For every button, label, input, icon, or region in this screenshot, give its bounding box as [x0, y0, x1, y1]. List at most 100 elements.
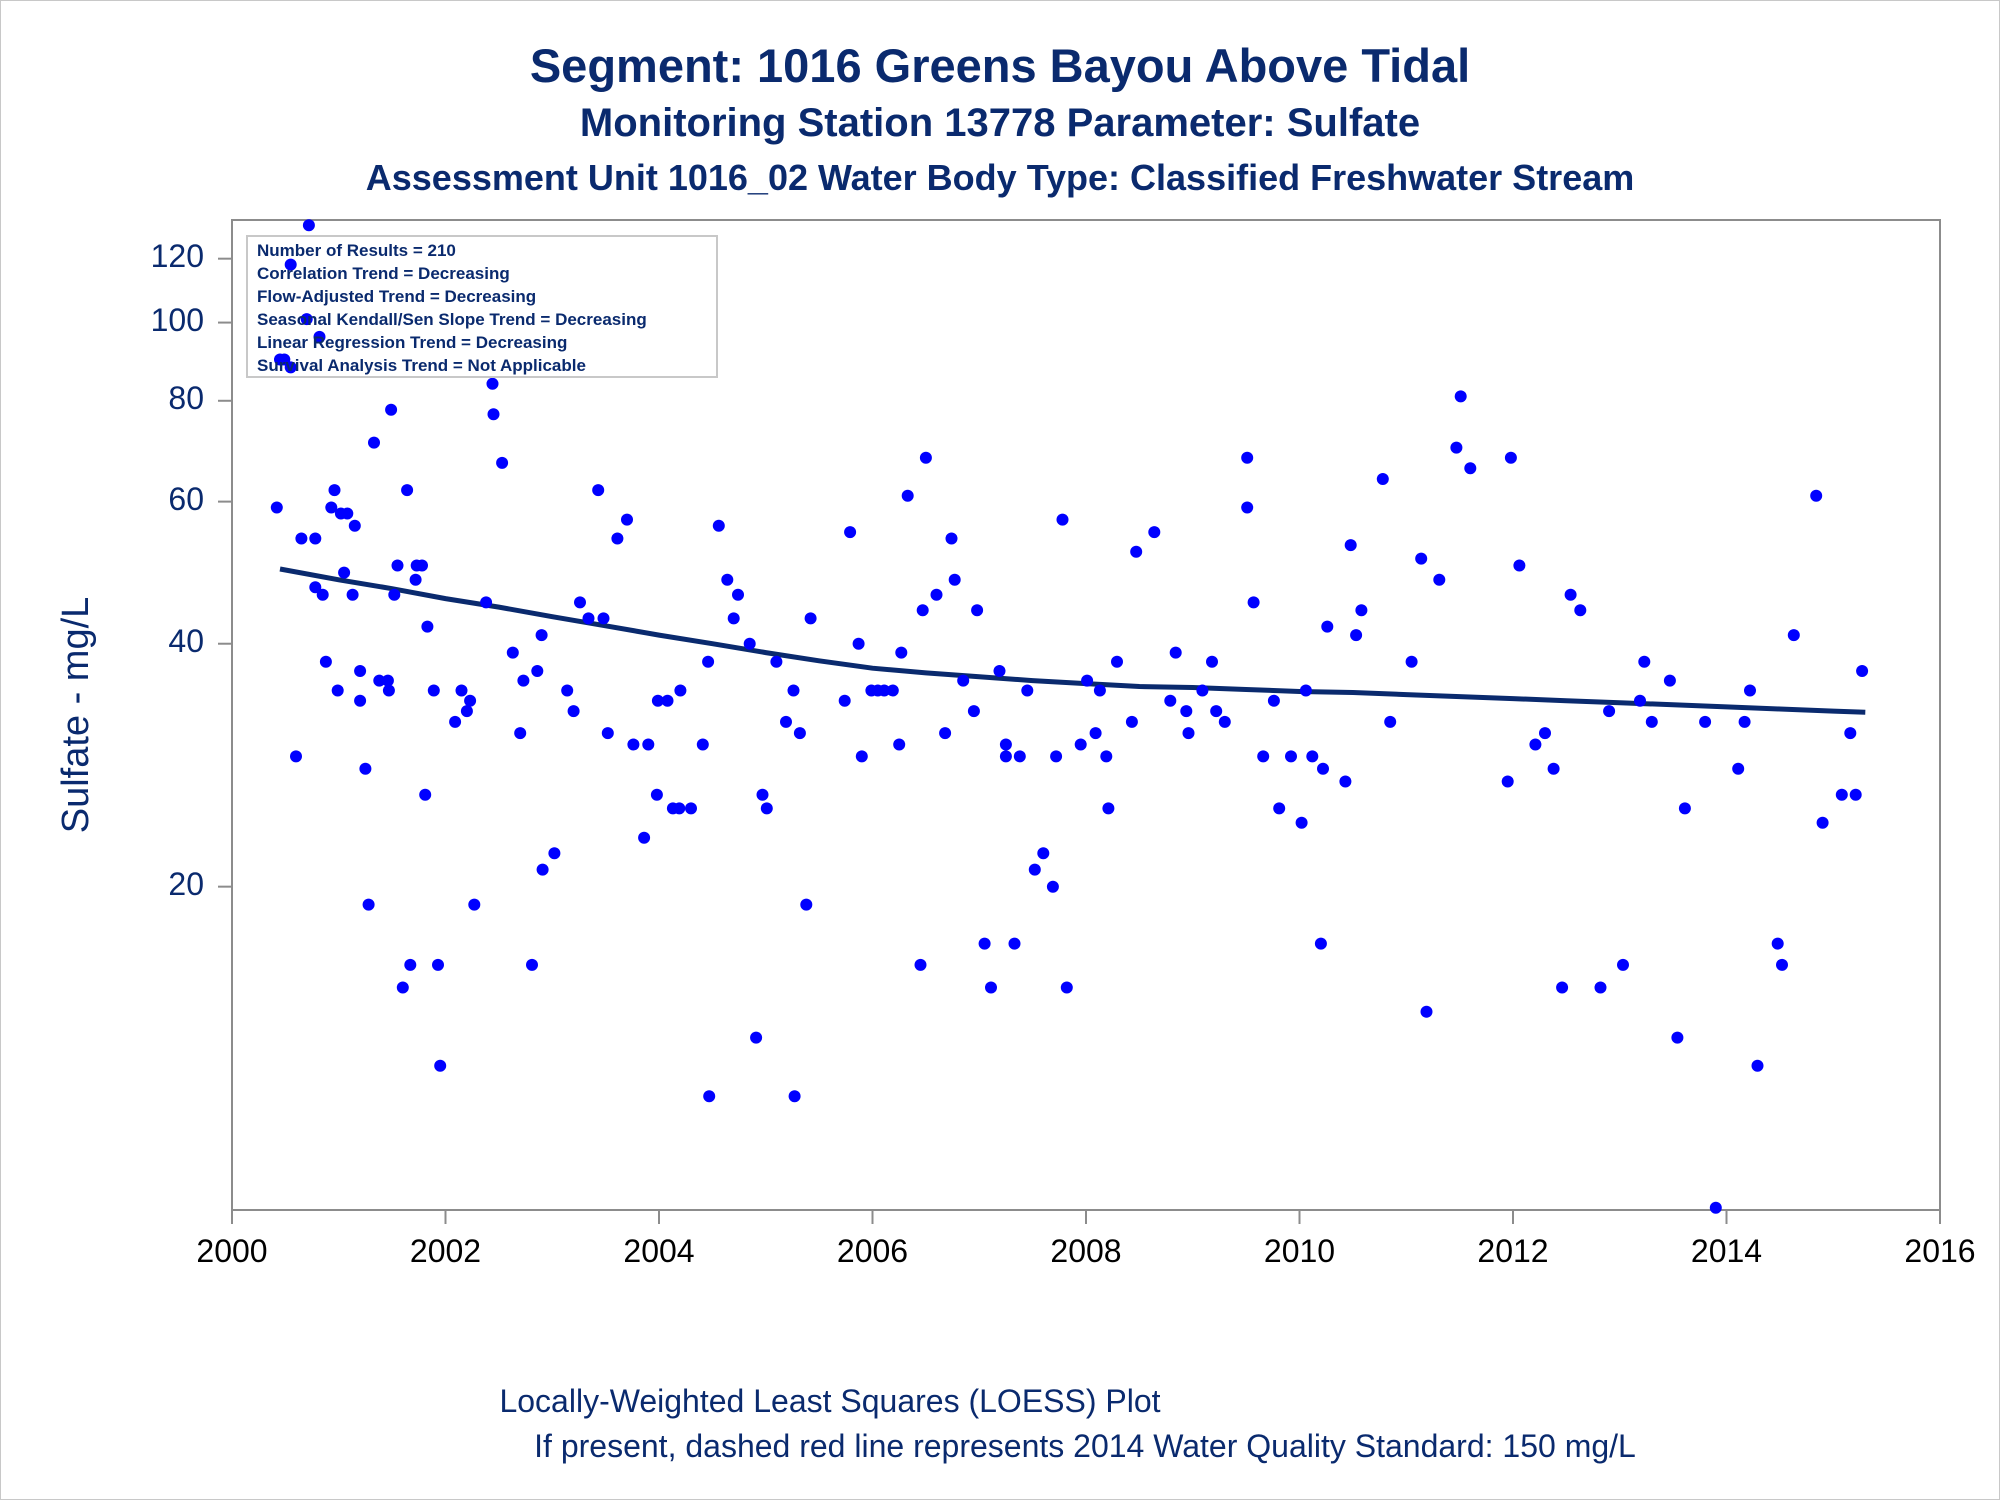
data-point — [325, 501, 338, 514]
data-point — [727, 612, 740, 625]
data-point — [999, 750, 1012, 763]
data-point — [531, 665, 544, 677]
data-point — [354, 694, 367, 707]
data-point — [328, 484, 341, 497]
data-point — [756, 788, 769, 801]
data-point — [1182, 727, 1195, 740]
x-tick-label: 2010 — [1264, 1233, 1335, 1269]
data-point — [1564, 588, 1577, 601]
data-point — [582, 612, 595, 625]
data-point — [685, 802, 697, 815]
data-point — [348, 519, 361, 532]
data-point — [404, 958, 417, 971]
data-point — [1050, 750, 1063, 763]
data-point — [1384, 715, 1397, 728]
data-point — [331, 684, 344, 697]
data-point — [750, 1031, 763, 1044]
data-point — [1241, 501, 1254, 514]
data-point — [838, 694, 851, 707]
data-point — [1450, 441, 1463, 454]
x-axis: 2000 2002 2004 2006 2008 2010 2012 2014 2016 — [196, 1210, 1976, 1269]
data-point — [290, 750, 302, 763]
data-point — [1196, 684, 1209, 697]
data-point — [1180, 705, 1193, 718]
data-point — [855, 750, 868, 763]
data-point — [1501, 775, 1514, 788]
data-point — [419, 788, 432, 801]
data-point — [313, 330, 326, 343]
x-tick-label: 2004 — [623, 1233, 694, 1269]
data-point — [1678, 802, 1691, 815]
data-point — [1771, 937, 1784, 950]
data-point — [449, 715, 462, 728]
data-point — [999, 738, 1012, 751]
data-point — [916, 604, 929, 617]
data-point — [674, 684, 687, 697]
data-point — [1008, 937, 1021, 950]
y-tick-label: 40 — [168, 623, 204, 659]
data-point — [1060, 981, 1073, 994]
data-point — [536, 863, 549, 876]
data-point — [1405, 655, 1418, 668]
data-point — [1663, 674, 1676, 687]
data-point — [434, 1059, 447, 1072]
data-point — [432, 958, 444, 971]
chart-title: Segment: 1016 Greens Bayou Above Tidal — [529, 39, 1471, 92]
data-point — [793, 727, 806, 740]
data-point — [1355, 604, 1368, 617]
data-point — [514, 727, 527, 740]
data-point — [1539, 727, 1551, 740]
stats-line: Flow-Adjusted Trend = Decreasing — [257, 287, 536, 306]
footnote-loess: Locally-Weighted Least Squares (LOESS) P… — [499, 1383, 1161, 1419]
y-tick-label: 120 — [151, 238, 204, 274]
data-point — [1699, 715, 1712, 728]
data-point — [480, 596, 493, 609]
data-point — [621, 513, 633, 526]
data-point — [703, 1090, 716, 1103]
data-point — [901, 489, 914, 502]
data-point — [1081, 674, 1094, 687]
data-point — [1089, 727, 1102, 740]
data-point — [362, 898, 375, 911]
data-point — [284, 258, 297, 271]
data-point — [1111, 655, 1123, 668]
data-point — [1074, 738, 1087, 751]
data-point — [1671, 1031, 1684, 1044]
stats-line: Linear Regression Trend = Decreasing — [257, 333, 567, 352]
data-point — [284, 361, 297, 374]
data-points — [270, 219, 1869, 1214]
data-point — [1513, 559, 1526, 572]
data-point — [967, 705, 980, 718]
data-point — [638, 831, 651, 844]
data-point — [1056, 513, 1069, 526]
data-point — [712, 519, 725, 532]
data-point — [1102, 802, 1115, 815]
data-point — [878, 684, 891, 697]
data-point — [1744, 684, 1756, 697]
data-point — [1844, 727, 1857, 740]
data-point — [948, 573, 961, 586]
data-point — [1529, 738, 1542, 751]
loess-curve — [279, 566, 1866, 715]
data-point — [1856, 665, 1869, 677]
data-point — [373, 674, 386, 687]
data-point — [388, 588, 401, 601]
y-tick-label: 80 — [168, 380, 204, 416]
data-point — [1339, 775, 1352, 788]
data-point — [464, 694, 477, 707]
data-point — [1241, 451, 1254, 464]
data-point — [1810, 489, 1823, 502]
data-point — [611, 532, 624, 545]
data-point — [1751, 1059, 1764, 1072]
data-point — [1130, 545, 1143, 558]
x-tick-label: 2008 — [1050, 1233, 1121, 1269]
data-point — [1169, 646, 1182, 659]
data-point — [319, 655, 332, 668]
x-tick-label: 2016 — [1904, 1233, 1975, 1269]
data-point — [893, 738, 906, 751]
data-point — [804, 612, 817, 625]
data-point — [993, 665, 1006, 677]
data-point — [1267, 694, 1280, 707]
data-point — [270, 501, 283, 514]
